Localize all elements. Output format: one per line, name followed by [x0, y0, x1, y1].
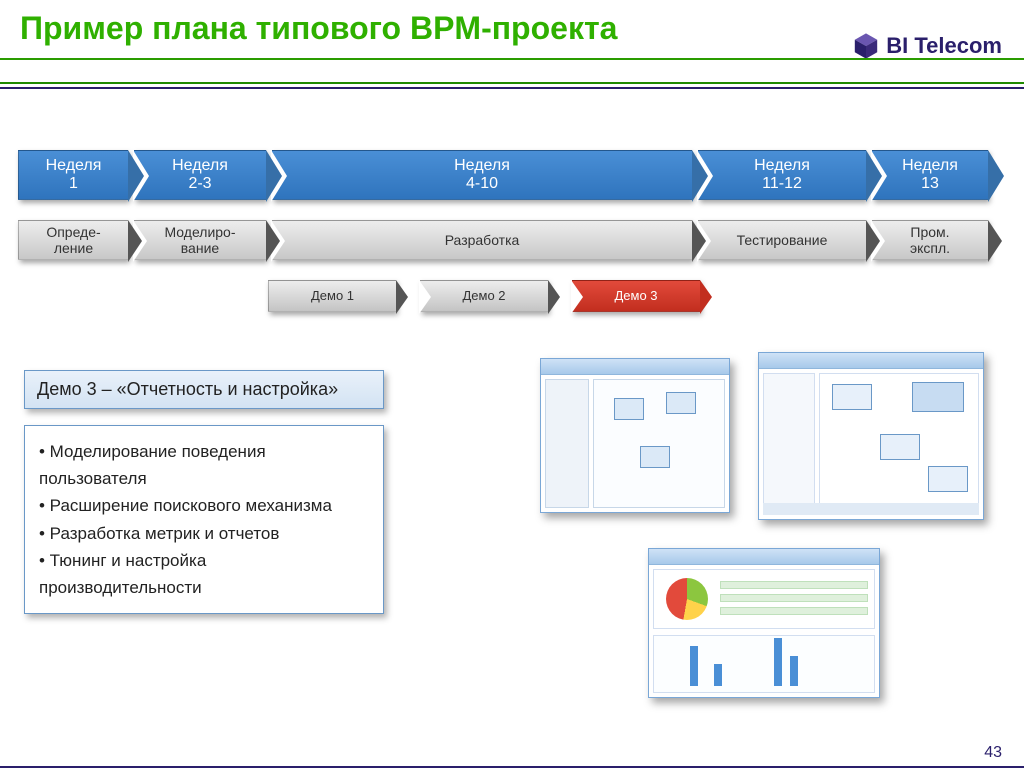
phase-label: Опреде- ление	[46, 224, 100, 256]
screenshot-thumbnail-3	[648, 548, 880, 698]
demo-label: Демо 2	[462, 289, 505, 304]
phase-item: Опреде- ление	[18, 220, 128, 260]
phase-label: Тестирование	[737, 232, 828, 248]
phase-item: Пром. экспл.	[872, 220, 988, 260]
panel-body: • Моделирование поведения пользователя• …	[24, 425, 384, 614]
panel-bullet: • Разработка метрик и отчетов	[39, 520, 369, 547]
phase-label: Пром. экспл.	[910, 224, 950, 256]
demo-label: Демо 3	[614, 289, 657, 304]
week-label: Неделя 4-10	[454, 157, 510, 194]
page-number: 43	[984, 744, 1002, 762]
divider-green-1	[0, 58, 1024, 60]
phase-item: Разработка	[272, 220, 692, 260]
panel-bullet: • Расширение поискового механизма	[39, 492, 369, 519]
week-label: Неделя 11-12	[754, 157, 810, 194]
logo-cube-icon	[852, 32, 880, 60]
week-item: Неделя 2-3	[134, 150, 266, 200]
logo-text: BI Telecom	[886, 33, 1002, 59]
timeline-demos-row: Демо 1 Демо 2 Демо 3	[268, 280, 728, 312]
panel-bullet: • Тюнинг и настройка производительности	[39, 547, 369, 601]
demo-label: Демо 1	[311, 289, 354, 304]
week-item: Неделя 4-10	[272, 150, 692, 200]
divider-navy	[0, 87, 1024, 89]
timeline-phases-row: Опреде- ление Моделиро- вание Разработка Те…	[18, 220, 1006, 260]
divider-green-2	[0, 82, 1024, 84]
logo: BI Telecom	[852, 32, 1002, 60]
description-panel: Демо 3 – «Отчетность и настройка» • Моде…	[24, 370, 384, 614]
week-label: Неделя 2-3	[172, 157, 228, 194]
panel-heading: Демо 3 – «Отчетность и настройка»	[24, 370, 384, 409]
pie-icon	[666, 578, 708, 620]
demo-item: Демо 3	[572, 280, 700, 312]
screenshot-thumbnail-1	[540, 358, 730, 513]
panel-bullet: • Моделирование поведения пользователя	[39, 438, 369, 492]
phase-item: Моделиро- вание	[134, 220, 266, 260]
week-label: Неделя 1	[46, 157, 102, 194]
week-label: Неделя 13	[902, 157, 958, 194]
week-item: Неделя 1	[18, 150, 128, 200]
phase-item: Тестирование	[698, 220, 866, 260]
screenshot-thumbnail-2	[758, 352, 984, 520]
phase-label: Моделиро- вание	[164, 224, 235, 256]
demo-item: Демо 2	[420, 280, 548, 312]
week-item: Неделя 13	[872, 150, 988, 200]
timeline-weeks-row: Неделя 1 Неделя 2-3 Неделя 4-10 Неделя 11-1…	[18, 150, 1006, 200]
demo-item: Демо 1	[268, 280, 396, 312]
week-item: Неделя 11-12	[698, 150, 866, 200]
phase-label: Разработка	[445, 232, 520, 248]
